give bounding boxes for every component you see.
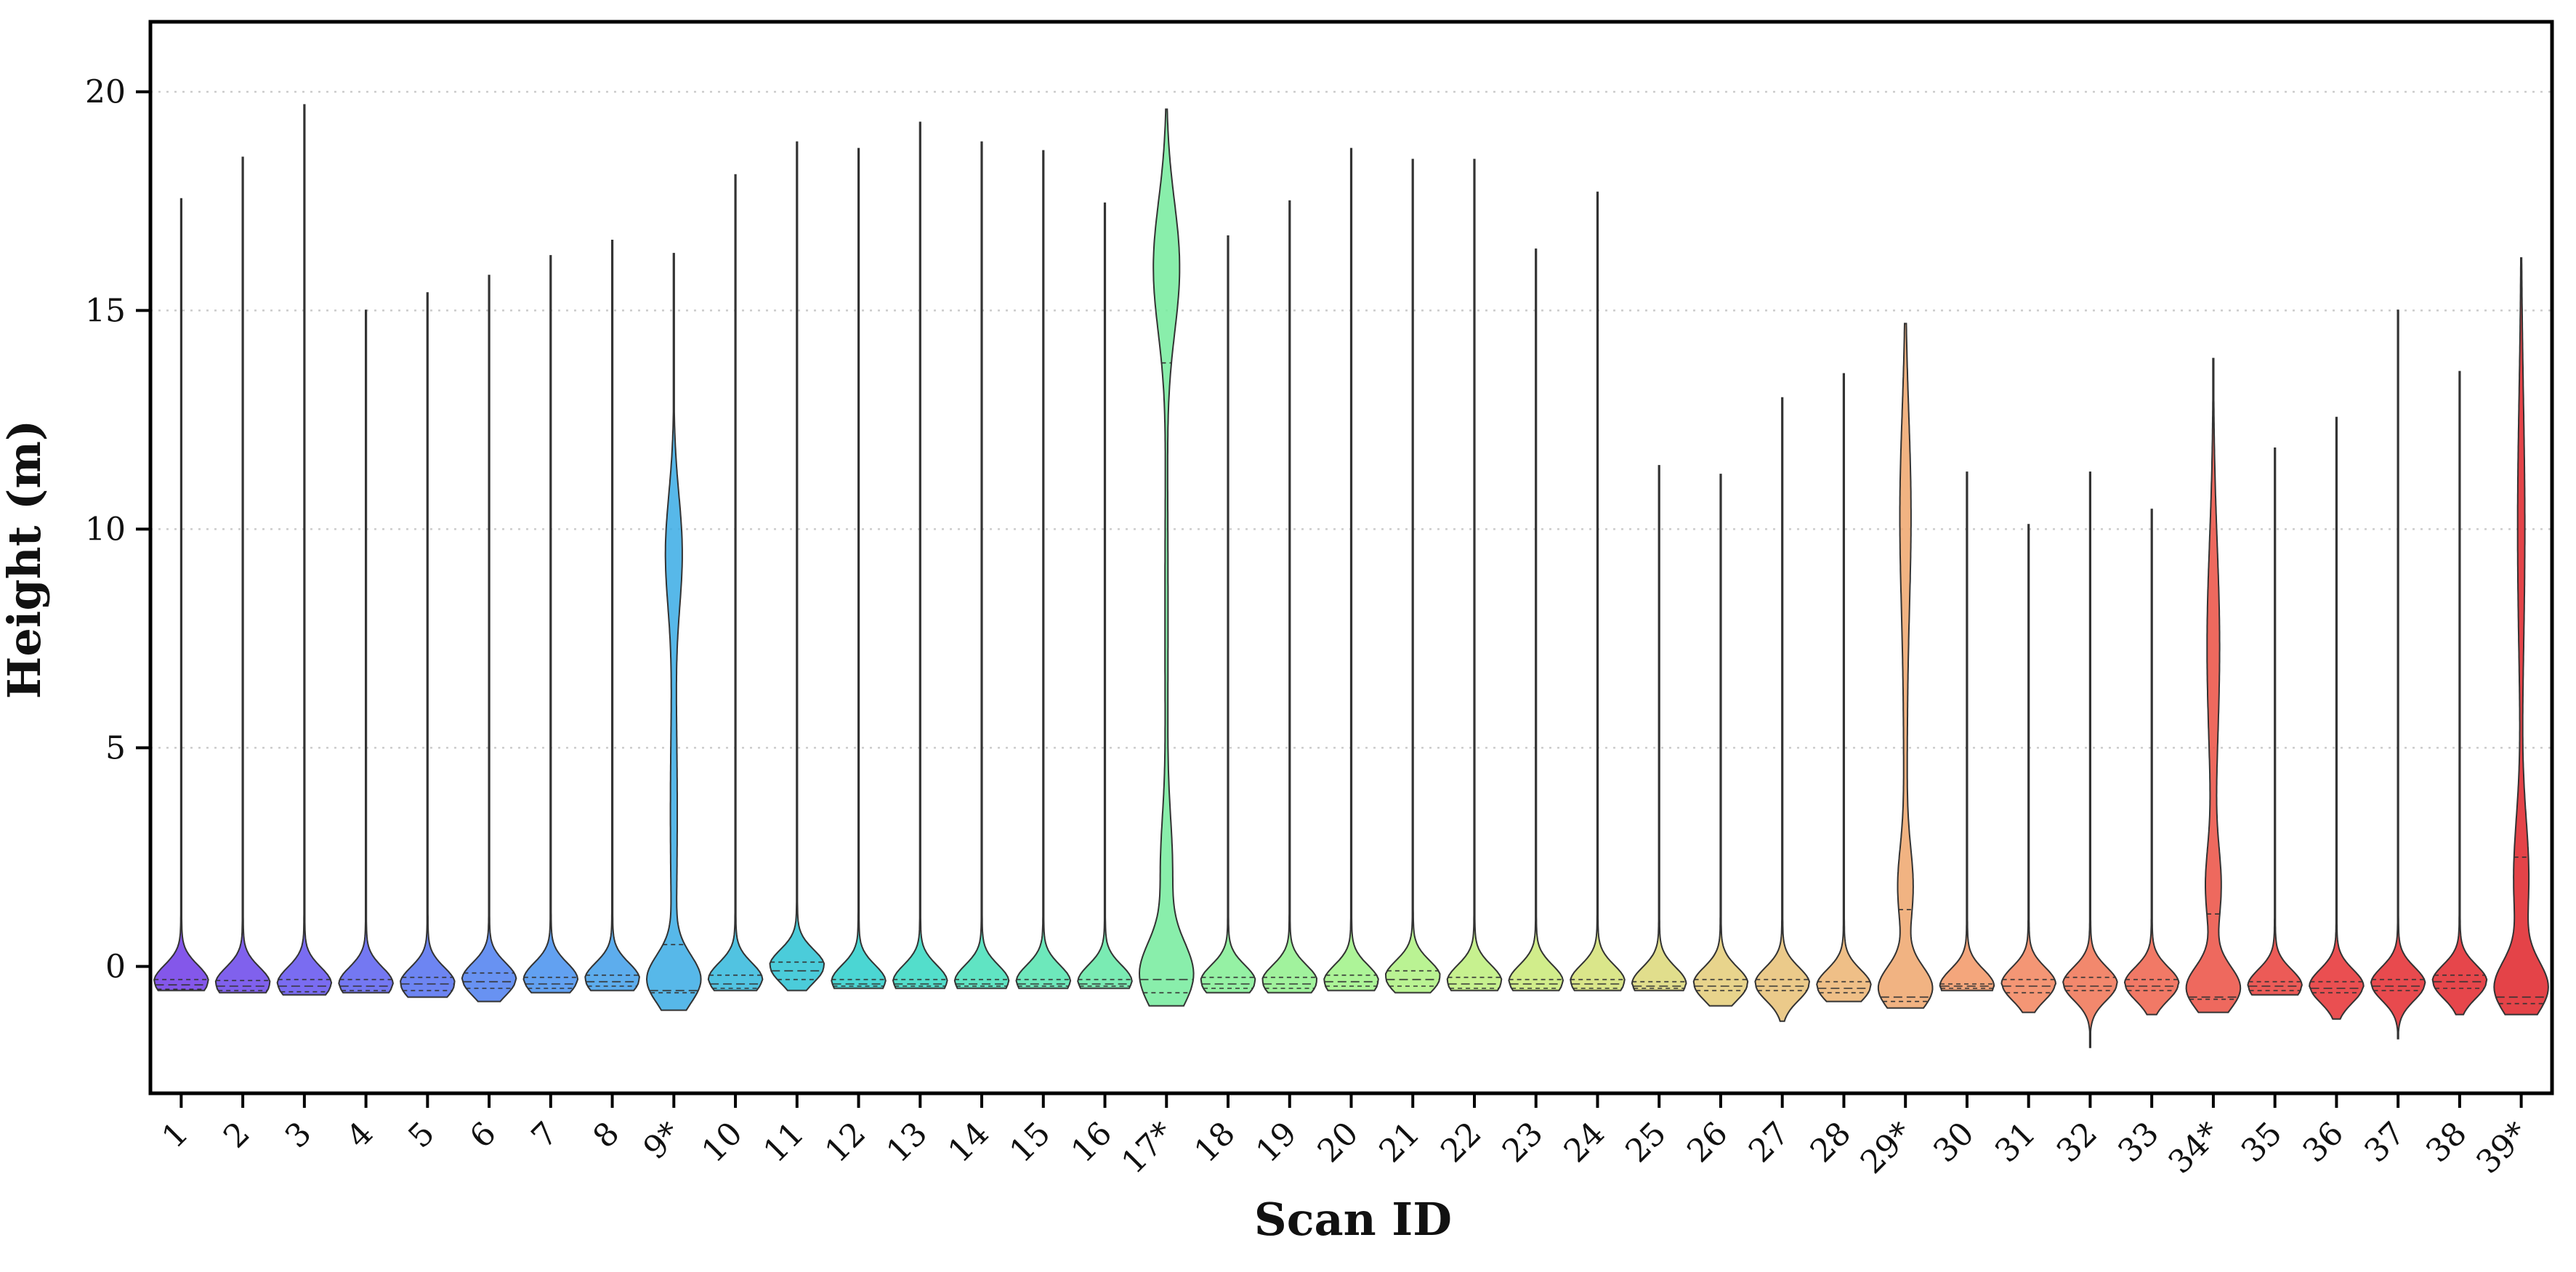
violin-3 bbox=[276, 104, 333, 996]
violin-body bbox=[2247, 447, 2303, 996]
violin-38 bbox=[2431, 370, 2488, 1016]
violins bbox=[153, 104, 2549, 1048]
violin-34* bbox=[2185, 357, 2242, 1013]
y-tick-label: 15 bbox=[85, 292, 126, 329]
violin-10 bbox=[707, 174, 764, 992]
violin-17* bbox=[1138, 108, 1195, 1007]
violin-body bbox=[2309, 416, 2365, 1020]
violin-body bbox=[1015, 150, 1072, 989]
y-tick-label: 20 bbox=[85, 73, 126, 110]
violin-15 bbox=[1015, 150, 1072, 989]
violin-4 bbox=[338, 309, 394, 994]
violin-36 bbox=[2309, 416, 2365, 1020]
violin-11 bbox=[769, 141, 825, 992]
violin-body bbox=[1816, 373, 1872, 1002]
violin-6 bbox=[461, 275, 517, 1002]
violin-body bbox=[1877, 323, 1934, 1009]
violin-body bbox=[2370, 309, 2426, 1040]
violin-body bbox=[2123, 509, 2180, 1016]
violin-20 bbox=[1323, 147, 1379, 992]
violin-14 bbox=[953, 141, 1010, 989]
violin-5 bbox=[400, 292, 456, 998]
violin-body bbox=[1261, 200, 1318, 994]
violin-25 bbox=[1631, 465, 1687, 992]
violin-body bbox=[584, 240, 640, 992]
violin-body bbox=[2185, 357, 2242, 1013]
violin-body bbox=[1754, 397, 1811, 1022]
violin-body bbox=[276, 104, 333, 996]
x-axis-title: Scan ID bbox=[1254, 1193, 1452, 1246]
violin-19 bbox=[1261, 200, 1318, 994]
violin-12 bbox=[831, 147, 887, 989]
y-axis-title: Height (m) bbox=[0, 420, 51, 700]
y-tick-label: 0 bbox=[105, 948, 126, 985]
violin-39* bbox=[2493, 257, 2549, 1016]
violin-28 bbox=[1816, 373, 1872, 1002]
violin-1 bbox=[153, 198, 209, 992]
y-axis-ticks: 0 5 10 15 20 bbox=[85, 73, 150, 985]
violin-body bbox=[1508, 248, 1564, 992]
violin-body bbox=[707, 174, 764, 992]
violin-body bbox=[892, 121, 948, 989]
violin-body bbox=[214, 156, 271, 994]
violin-24 bbox=[1570, 191, 1626, 992]
violin-2 bbox=[214, 156, 271, 994]
violin-body bbox=[1384, 158, 1441, 994]
violin-33 bbox=[2123, 509, 2180, 1016]
violin-8 bbox=[584, 240, 640, 992]
violin-body bbox=[1323, 147, 1379, 992]
violin-body bbox=[1200, 235, 1256, 994]
violin-body bbox=[2000, 524, 2057, 1013]
violin-26 bbox=[1692, 474, 1749, 1007]
violin-body bbox=[338, 309, 394, 994]
violin-31 bbox=[2000, 524, 2057, 1013]
violin-body bbox=[2062, 471, 2118, 1048]
violin-7 bbox=[522, 255, 579, 994]
violin-35 bbox=[2247, 447, 2303, 996]
violin-37 bbox=[2370, 309, 2426, 1040]
violin-22 bbox=[1446, 158, 1503, 992]
violin-body bbox=[461, 275, 517, 1002]
violin-30 bbox=[1939, 471, 1995, 992]
violin-27 bbox=[1754, 397, 1811, 1022]
violin-body bbox=[831, 147, 887, 989]
violin-body bbox=[2493, 257, 2549, 1016]
violin-body bbox=[153, 198, 209, 992]
violin-body bbox=[1692, 474, 1749, 1007]
violin-body bbox=[1077, 202, 1133, 989]
y-tick-label: 10 bbox=[85, 511, 126, 548]
violin-body bbox=[522, 255, 579, 994]
violin-body bbox=[1138, 108, 1195, 1007]
y-tick-label: 5 bbox=[105, 729, 126, 766]
violin-18 bbox=[1200, 235, 1256, 994]
violin-body bbox=[1631, 465, 1687, 992]
violin-body bbox=[769, 141, 825, 992]
violin-9* bbox=[645, 253, 702, 1011]
violin-body bbox=[1570, 191, 1626, 992]
violin-32 bbox=[2062, 471, 2118, 1048]
violin-body bbox=[645, 253, 702, 1011]
violin-23 bbox=[1508, 248, 1564, 992]
violin-body bbox=[1446, 158, 1503, 992]
violin-29* bbox=[1877, 323, 1934, 1009]
violin-body bbox=[2431, 370, 2488, 1016]
violin-13 bbox=[892, 121, 948, 989]
violin-21 bbox=[1384, 158, 1441, 994]
violin-body bbox=[1939, 471, 1995, 992]
violin-body bbox=[400, 292, 456, 998]
violin-16 bbox=[1077, 202, 1133, 989]
violin-body bbox=[953, 141, 1010, 989]
